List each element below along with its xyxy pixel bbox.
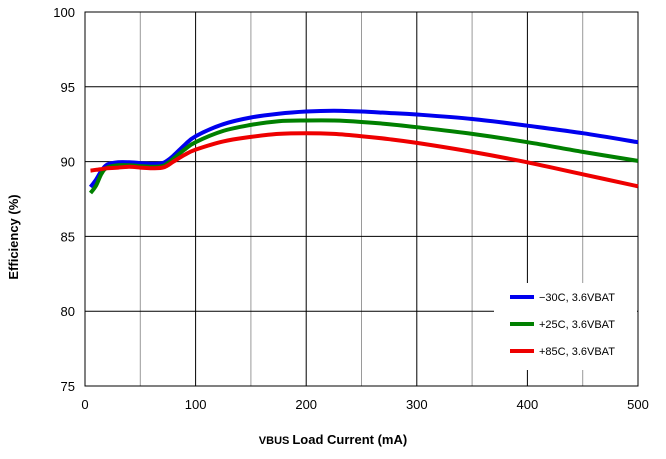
- y-tick-label: 100: [53, 5, 75, 20]
- series-lines: [88, 108, 639, 195]
- y-tick-label: 75: [61, 379, 75, 394]
- y-tick-label: 90: [61, 155, 75, 170]
- x-tick-label: 300: [406, 397, 428, 412]
- plot-area-frame: [84, 11, 639, 387]
- legend-label: −30C, 3.6VBAT: [539, 292, 615, 304]
- series-line-3: [90, 131, 639, 189]
- series-line-2: [88, 118, 639, 195]
- x-tick-label: 500: [627, 397, 649, 412]
- y-axis-ticks: 75 80 85 90 95 100: [53, 5, 75, 394]
- x-axis-title-prefix: VBUS: [259, 435, 290, 447]
- x-tick-label: 400: [517, 397, 539, 412]
- legend-label: +85C, 3.6VBAT: [539, 346, 615, 358]
- x-tick-label: 0: [81, 397, 88, 412]
- y-axis-title: Efficiency (%): [6, 194, 21, 279]
- x-tick-label: 200: [295, 397, 317, 412]
- y-tick-label: 80: [61, 304, 75, 319]
- legend: −30C, 3.6VBAT +25C, 3.6VBAT +85C, 3.6VBAT: [494, 283, 637, 370]
- y-tick-label: 85: [61, 229, 75, 244]
- legend-label: +25C, 3.6VBAT: [539, 319, 615, 331]
- series-line-1: [88, 108, 639, 189]
- minor-gridlines: [139, 12, 584, 386]
- x-axis-title-rest: Load Current (mA): [292, 432, 407, 447]
- x-axis-title: VBUS Load Current (mA): [259, 432, 407, 447]
- y-tick-label: 95: [61, 80, 75, 95]
- x-axis-ticks: 0 100 200 300 400 500: [81, 397, 648, 412]
- x-tick-label: 100: [185, 397, 207, 412]
